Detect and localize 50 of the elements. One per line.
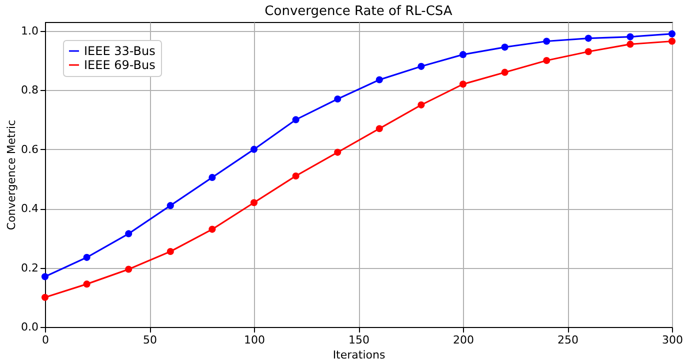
y-axis-title: Convergence Metric [5,120,18,230]
legend-label: IEEE 33-Bus [84,44,156,58]
point [459,51,467,58]
point [501,68,508,76]
point [626,33,634,40]
x-tick-label: 300 [662,334,683,346]
point [83,280,90,288]
point [584,34,592,42]
point [125,266,132,273]
point [250,199,258,206]
point [418,101,425,108]
point [459,80,467,88]
y-tick-label: 0.6 [21,142,38,156]
point [83,254,90,261]
point [543,38,550,45]
y-tick-label: 0.4 [21,202,38,216]
point [418,62,425,70]
point [376,125,383,132]
point [334,95,342,103]
y-tick-label: 0.0 [21,320,38,334]
point [166,248,174,256]
point [376,76,383,84]
point [292,172,300,180]
point [41,273,49,280]
x-tick-label: 100 [244,334,265,346]
chart-title: Convergence Rate of RL-CSA [264,4,452,19]
legend-label: IEEE 69-Bus [84,58,156,72]
point [543,56,550,64]
x-tick-label: 250 [558,334,578,346]
point [668,38,676,45]
x-tick-label: 50 [143,334,157,346]
y-tick-label: 0.2 [21,261,38,274]
x-tick-label: 200 [453,334,474,346]
point [501,44,508,51]
point [250,146,258,153]
x-tick-label: 150 [348,334,370,346]
point [626,40,634,48]
point [208,226,216,233]
point [41,294,49,301]
x-tick-label: 0 [42,334,49,346]
x-axis-title: Iterations [332,348,386,361]
y-tick-label: 1.0 [21,24,38,38]
point [668,30,676,38]
point [208,174,216,181]
point [125,230,132,238]
point [334,148,342,156]
y-tick-label: 0.8 [21,84,38,97]
point [292,116,300,124]
point [166,202,174,210]
point [584,48,592,56]
